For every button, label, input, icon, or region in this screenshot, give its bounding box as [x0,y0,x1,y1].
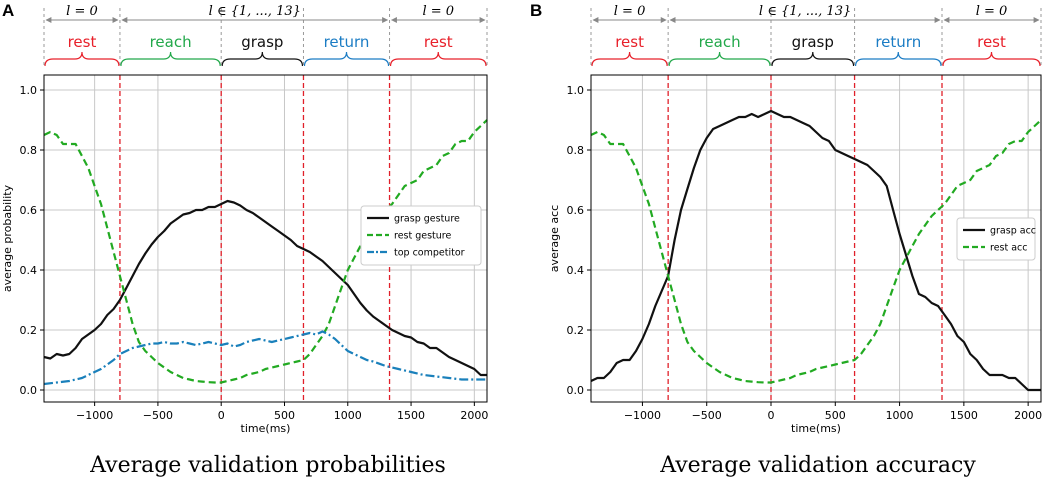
x-tick-label: 1500 [950,409,978,422]
series-line-rest-acc [590,119,1042,384]
series-line-top-competitor [43,330,487,386]
phase-brace [303,51,390,67]
ell-zero-label-left: l = 0 [66,4,98,19]
y-tick-label: 0.8 [567,144,585,157]
x-tick-label: 1500 [397,409,425,422]
x-tick-label: 2000 [460,409,488,422]
x-tick-label: −500 [692,409,722,422]
panel-letter: B [530,1,542,20]
phase-label-return: return [875,33,921,51]
legend-entry: rest acc [990,243,1028,254]
x-tick-label: 0 [218,409,225,422]
phase-label-grasp: grasp [792,33,834,51]
x-axis-label: time(ms) [791,422,841,435]
legend-box [956,217,1036,261]
phase-label-rest: rest [615,33,644,51]
phase-brace [44,51,120,67]
phase-brace [389,51,487,67]
y-tick-label: 0.4 [567,264,585,277]
legend: grasp acc rest acc [956,217,1036,261]
x-tick-label: 0 [768,409,775,422]
phase-label-reach: reach [150,33,192,51]
phase-brace [668,51,771,67]
x-tick-label: 500 [825,409,846,422]
phase-brace [942,51,1041,67]
y-tick-label: 0.8 [20,144,38,157]
x-tick-label: 1000 [334,409,362,422]
series-line-grasp-acc [590,109,1041,392]
ell-zero-label-right: l = 0 [976,4,1008,19]
y-tick-label: 0.2 [20,324,38,337]
phase-brace [120,51,221,67]
panel-title: Average validation probabilities [89,453,446,478]
phase-brace [771,51,855,67]
phase-brace [221,51,304,67]
plot-frame [590,74,1042,403]
ell-range-label: l ∈ {1, ..., 13} [209,4,301,19]
y-tick-label: 0.2 [567,324,585,337]
ell-range-label: l ∈ {1, ..., 13} [759,4,851,19]
legend-entry: grasp gesture [394,214,460,225]
legend-entry: top competitor [394,248,465,259]
phase-label-rest: rest [68,33,97,51]
legend-box [360,205,482,266]
y-tick-label: 0.0 [567,384,585,397]
plot-frame [43,74,488,403]
phase-brace [591,51,668,67]
y-tick-label: 0.6 [567,204,585,217]
ell-zero-label-right: l = 0 [422,4,454,19]
x-tick-label: 2000 [1014,409,1042,422]
y-axis-label: average probability [1,184,14,292]
phase-brace [854,51,942,67]
phase-label-return: return [324,33,370,51]
y-tick-label: 0.0 [20,384,38,397]
phase-label-reach: reach [699,33,741,51]
phase-label-rest: rest [424,33,453,51]
series-line-rest-gesture [43,119,488,384]
x-tick-label: −1000 [624,409,661,422]
y-tick-label: 1.0 [20,84,38,97]
y-tick-label: 0.6 [20,204,38,217]
phase-label-grasp: grasp [241,33,283,51]
x-tick-label: −1000 [76,409,113,422]
legend: grasp gesture rest gesture top competitor [360,205,482,266]
panel-title: Average validation accuracy [659,453,976,478]
y-tick-label: 0.4 [20,264,38,277]
ell-zero-label-left: l = 0 [614,4,646,19]
legend-entry: rest gesture [394,231,452,242]
panel-letter: A [2,1,14,20]
x-tick-label: 500 [274,409,295,422]
series-line-grasp-gesture [43,199,487,377]
legend-entry: grasp acc [990,226,1036,237]
phase-label-rest: rest [977,33,1006,51]
y-tick-label: 1.0 [567,84,585,97]
y-axis-label: average acc [548,205,561,272]
x-axis-label: time(ms) [241,422,291,435]
x-tick-label: −500 [143,409,173,422]
x-tick-label: 1000 [886,409,914,422]
